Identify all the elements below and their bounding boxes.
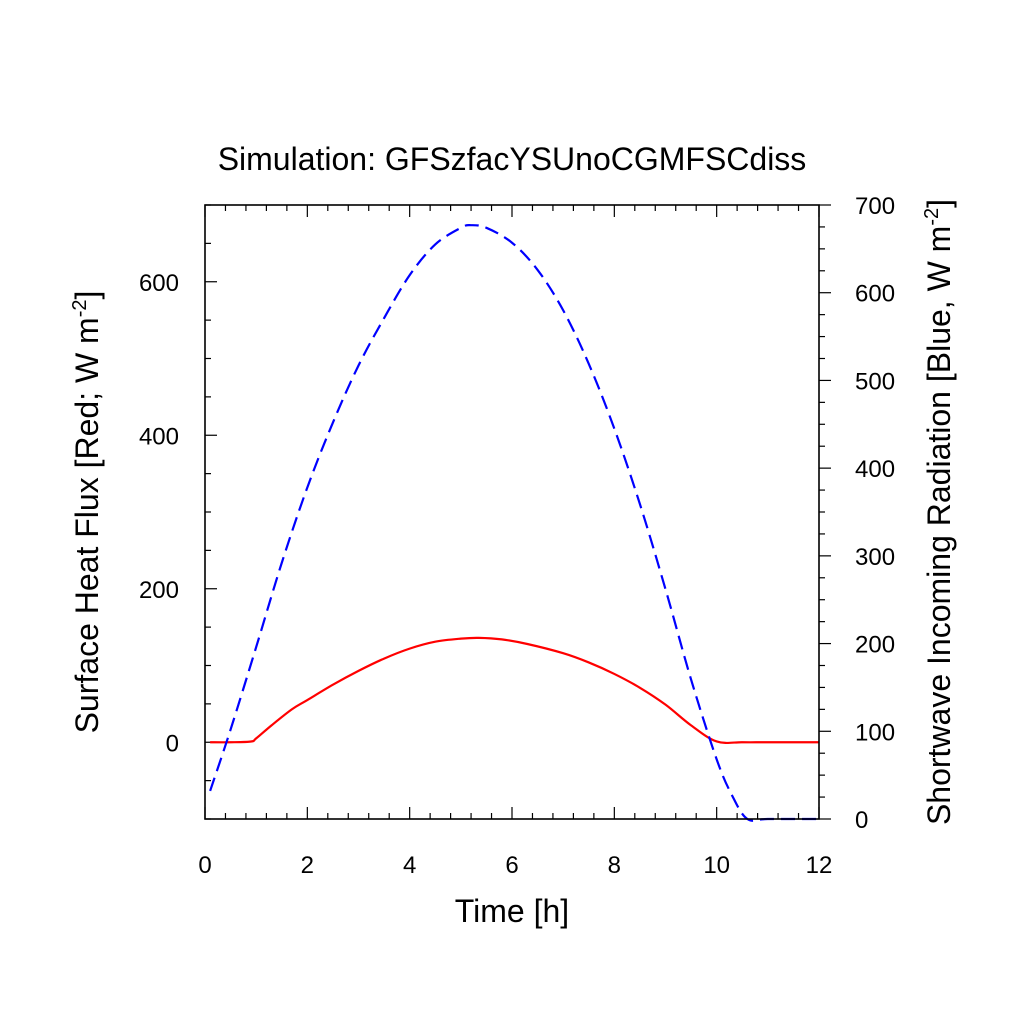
shortwave-radiation-line: [209, 224, 819, 822]
y-right-tick-label: 300: [855, 544, 895, 571]
surface-heat-flux-line: [210, 636, 819, 745]
y-right-tick-label: 400: [855, 456, 895, 483]
y-right-tick-label: 100: [855, 719, 895, 746]
chart-title: Simulation: GFSzfacYSUnoCGMFSCdiss: [218, 141, 807, 177]
y-left-tick-label: 200: [139, 577, 179, 604]
plot-frame: [204, 204, 820, 820]
y-right-tick-label: 600: [855, 281, 895, 308]
y-left-tick-label: 0: [166, 730, 179, 757]
y-axis-right-title: Shortwave Incoming Radiation [Blue, W m-…: [921, 199, 957, 825]
tick-labels: 0 2 4 6 8 10 12 0 200 400 600 0 100 200 300 400 500 600 70…: [139, 193, 895, 879]
y-right-tick-label: 200: [855, 632, 895, 659]
series-layer: [209, 224, 819, 822]
tick-marks: [204, 204, 831, 820]
y-left-tick-label: 600: [139, 270, 179, 297]
y-right-tick-label: 0: [855, 807, 868, 834]
y-axis-left-title: Surface Heat Flux [Red; W m-2]: [69, 291, 105, 734]
x-axis-title: Time [h]: [455, 893, 569, 929]
x-tick-label: 4: [403, 852, 416, 879]
x-tick-label: 12: [806, 852, 833, 879]
y-left-tick-label: 400: [139, 423, 179, 450]
y-right-tick-label: 500: [855, 368, 895, 395]
x-tick-label: 8: [608, 852, 621, 879]
x-tick-label: 10: [703, 852, 730, 879]
x-tick-label: 0: [198, 852, 211, 879]
x-tick-label: 2: [301, 852, 314, 879]
y-right-tick-label: 700: [855, 193, 895, 220]
x-tick-label: 6: [505, 852, 518, 879]
